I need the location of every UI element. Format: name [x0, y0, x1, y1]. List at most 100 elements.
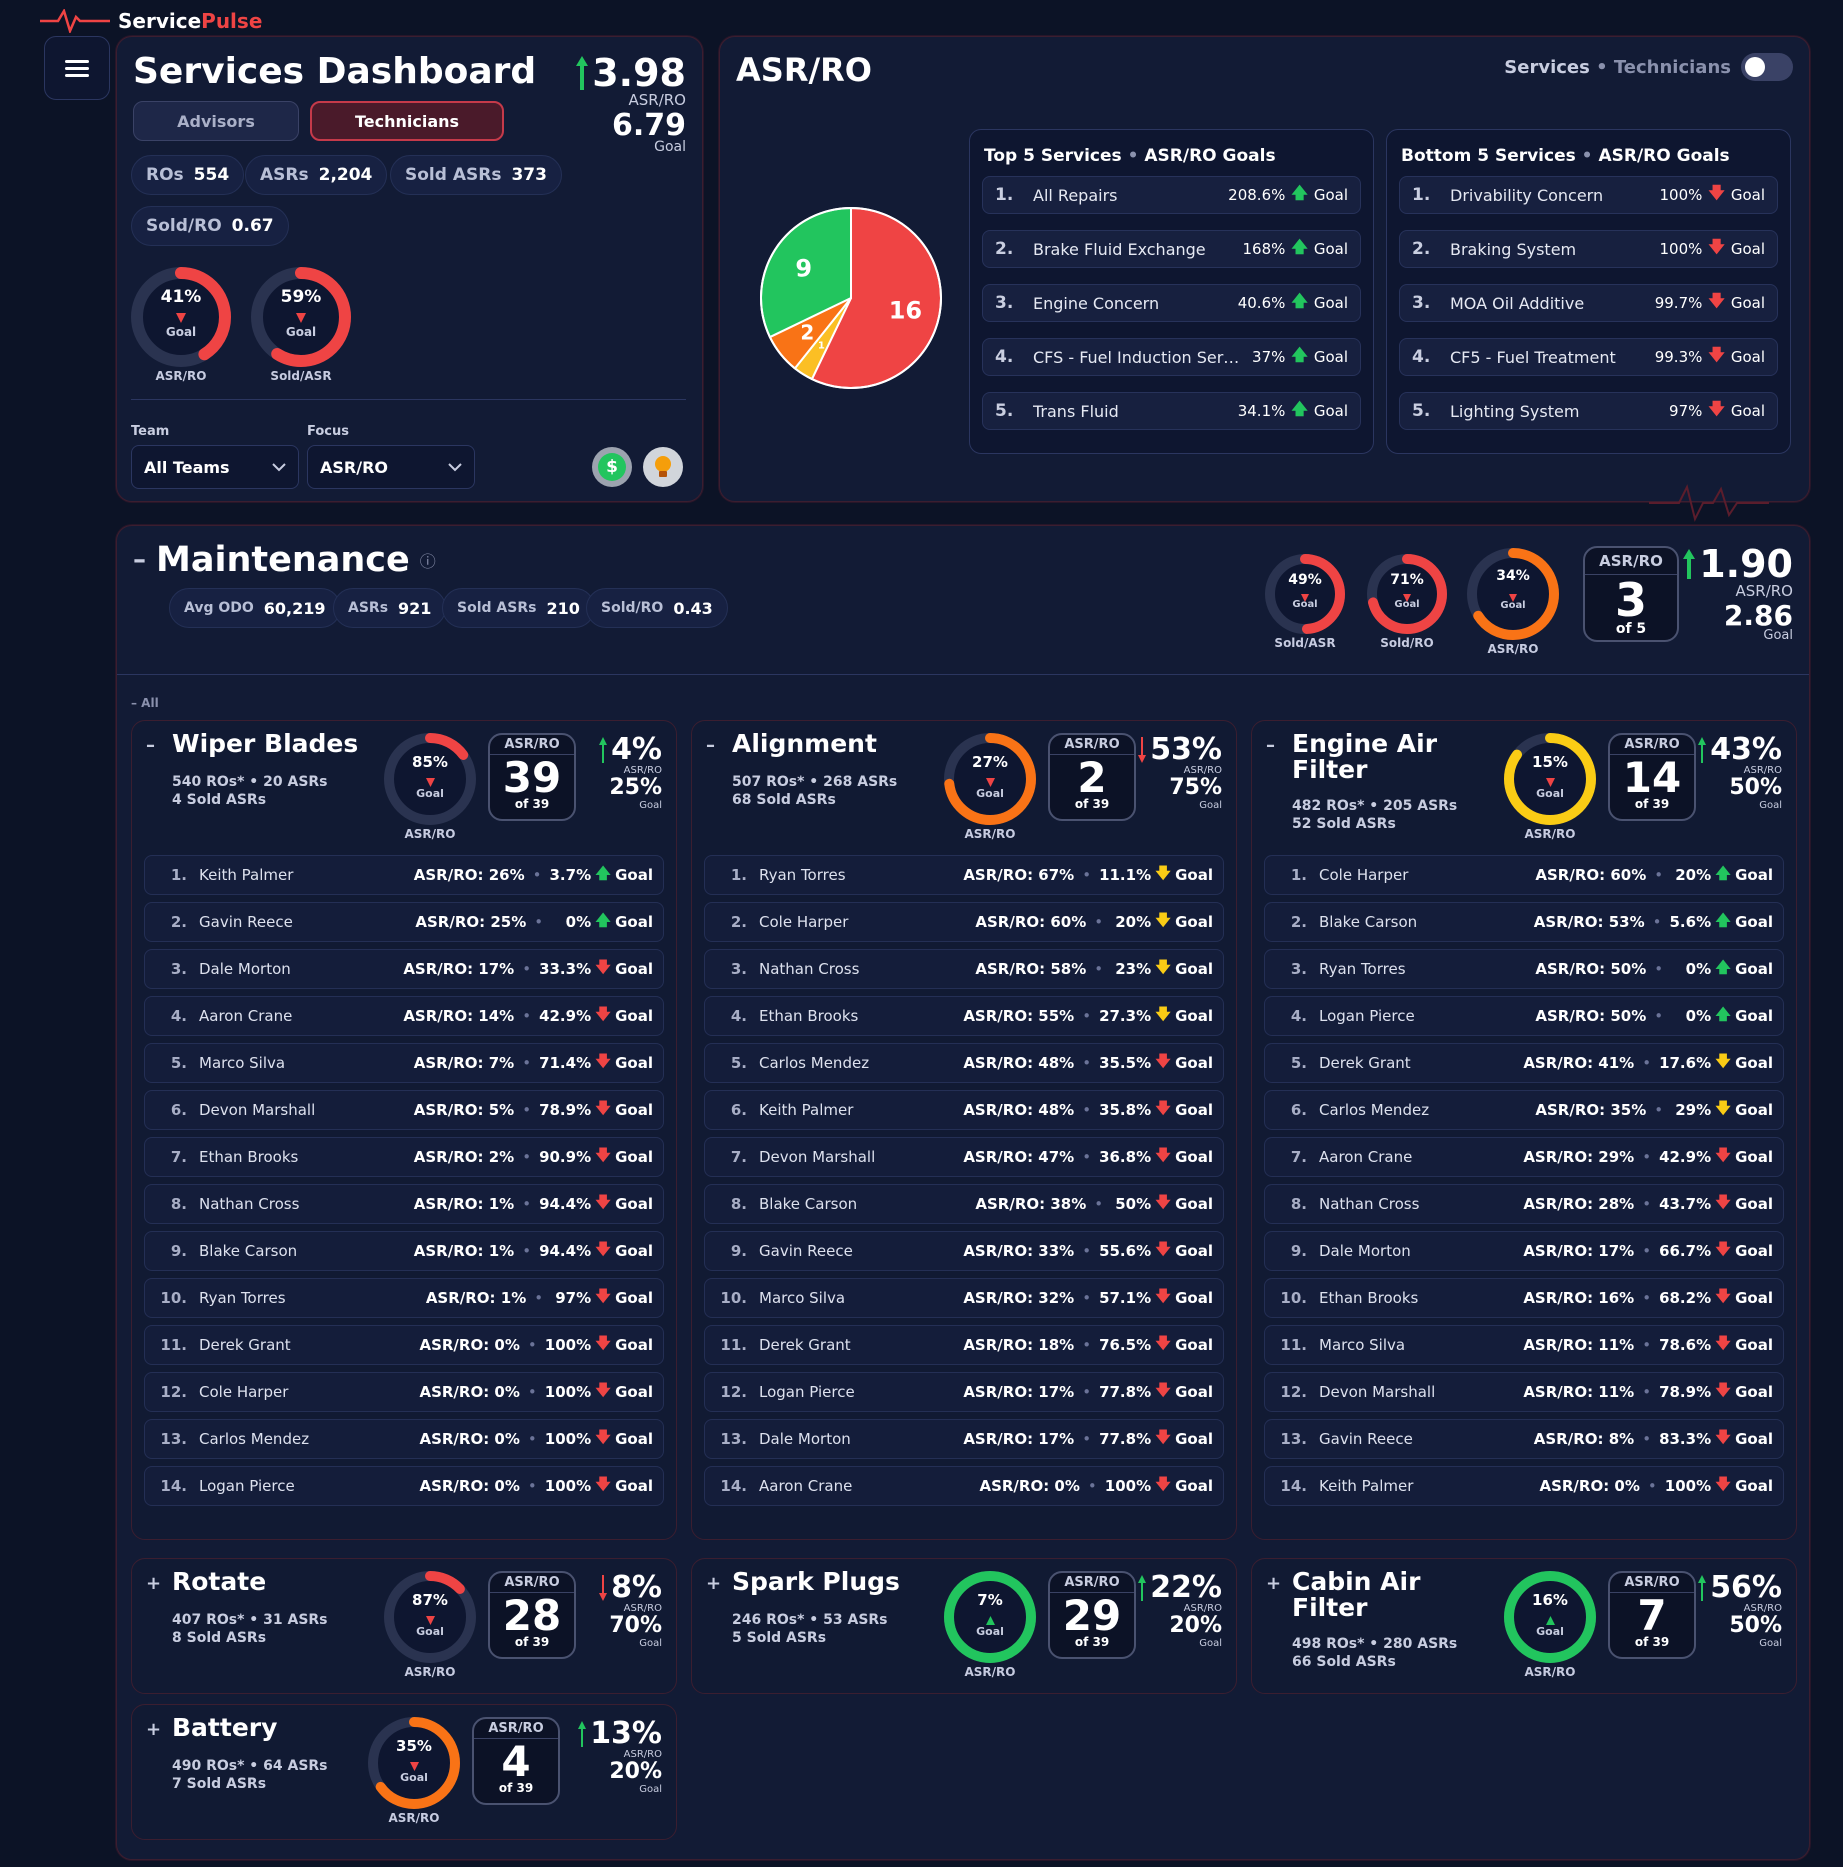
section-subtitle: 507 ROs* • 268 ASRs 68 Sold ASRs: [732, 774, 898, 808]
dollar-button[interactable]: $: [592, 447, 632, 487]
header-big-value: 3.98: [592, 51, 686, 95]
technician-row[interactable]: 1. Ryan Torres ASR/RO: 67% • 11.1% 🡇 Goa…: [704, 855, 1224, 895]
technician-row[interactable]: 3. Ryan Torres ASR/RO: 50% • 0% 🡅 Goal: [1264, 949, 1784, 989]
top5-row[interactable]: 4. CFS - Fuel Induction Ser… 37% 🡅 Goal: [982, 338, 1361, 376]
technician-row[interactable]: 7. Aaron Crane ASR/RO: 29% • 42.9% 🡇 Goa…: [1264, 1137, 1784, 1177]
section-rank-box: ASR/RO 28 of 39: [488, 1571, 576, 1659]
section-rank-box: ASR/RO 4 of 39: [472, 1717, 560, 1805]
technician-row[interactable]: 5. Carlos Mendez ASR/RO: 48% • 35.5% 🡇 G…: [704, 1043, 1224, 1083]
technician-row[interactable]: 12. Devon Marshall ASR/RO: 11% • 78.9% 🡇…: [1264, 1372, 1784, 1412]
technician-row[interactable]: 11. Derek Grant ASR/RO: 0% • 100% 🡇 Goal: [144, 1325, 664, 1365]
technician-row[interactable]: 11. Marco Silva ASR/RO: 11% • 78.6% 🡇 Go…: [1264, 1325, 1784, 1365]
technician-row[interactable]: 9. Gavin Reece ASR/RO: 33% • 55.6% 🡇 Goa…: [704, 1231, 1224, 1271]
technician-row[interactable]: 7. Devon Marshall ASR/RO: 47% • 36.8% 🡇 …: [704, 1137, 1224, 1177]
bottom5-row[interactable]: 4. CF5 - Fuel Treatment 99.3% 🡇 Goal: [1399, 338, 1778, 376]
technician-row[interactable]: 4. Aaron Crane ASR/RO: 14% • 42.9% 🡇 Goa…: [144, 996, 664, 1036]
bottom5-row[interactable]: 1. Drivability Concern 100% 🡇 Goal: [1399, 176, 1778, 214]
technician-row[interactable]: 5. Derek Grant ASR/RO: 41% • 17.6% 🡇 Goa…: [1264, 1043, 1784, 1083]
arrow-down-icon: 🡇: [595, 1098, 611, 1117]
technician-row[interactable]: 14. Logan Pierce ASR/RO: 0% • 100% 🡇 Goa…: [144, 1466, 664, 1506]
technician-row[interactable]: 4. Ethan Brooks ASR/RO: 55% • 27.3% 🡇 Go…: [704, 996, 1224, 1036]
tab-advisors[interactable]: Advisors: [133, 101, 299, 141]
menu-button[interactable]: [44, 36, 110, 100]
bottom5-row[interactable]: 2. Braking System 100% 🡇 Goal: [1399, 230, 1778, 268]
technician-row[interactable]: 13. Dale Morton ASR/RO: 17% • 77.8% 🡇 Go…: [704, 1419, 1224, 1459]
asr-title: ASR/RO: [736, 51, 872, 89]
technician-row[interactable]: 9. Blake Carson ASR/RO: 1% • 94.4% 🡇 Goa…: [144, 1231, 664, 1271]
section-title: Battery: [172, 1713, 278, 1742]
technician-row[interactable]: 2. Gavin Reece ASR/RO: 25% • 0% 🡅 Goal: [144, 902, 664, 942]
technician-row[interactable]: 14. Keith Palmer ASR/RO: 0% • 100% 🡇 Goa…: [1264, 1466, 1784, 1506]
section-title: Cabin Air Filter: [1292, 1567, 1421, 1622]
focus-select[interactable]: ASR/RO: [307, 445, 475, 489]
section-toggle[interactable]: +: [1266, 1573, 1282, 1594]
section-ring: 7% Goal ASR/RO: [944, 1571, 1036, 1679]
technician-row[interactable]: 6. Keith Palmer ASR/RO: 48% • 35.8% 🡇 Go…: [704, 1090, 1224, 1130]
bottom5-row[interactable]: 3. MOA Oil Additive 99.7% 🡇 Goal: [1399, 284, 1778, 322]
section-toggle[interactable]: –: [146, 735, 155, 756]
focus-select-value: ASR/RO: [320, 457, 388, 477]
view-toggle[interactable]: [1741, 53, 1793, 81]
technician-row[interactable]: 3. Nathan Cross ASR/RO: 58% • 23% 🡇 Goal: [704, 949, 1224, 989]
technician-row[interactable]: 12. Cole Harper ASR/RO: 0% • 100% 🡇 Goal: [144, 1372, 664, 1412]
technician-row[interactable]: 2. Cole Harper ASR/RO: 60% • 20% 🡇 Goal: [704, 902, 1224, 942]
section-subtitle: 407 ROs* • 31 ASRs 8 Sold ASRs: [172, 1612, 328, 1646]
technician-row[interactable]: 14. Aaron Crane ASR/RO: 0% • 100% 🡇 Goal: [704, 1466, 1224, 1506]
section-toggle[interactable]: –: [706, 735, 715, 756]
top5-row[interactable]: 3. Engine Concern 40.6% 🡅 Goal: [982, 284, 1361, 322]
section-toggle[interactable]: +: [146, 1573, 162, 1594]
section-toggle[interactable]: –: [1266, 735, 1275, 756]
goal-label: Goal: [615, 1195, 653, 1213]
goal-label: Goal: [1175, 1336, 1213, 1354]
technician-row[interactable]: 1. Cole Harper ASR/RO: 60% • 20% 🡅 Goal: [1264, 855, 1784, 895]
technician-row[interactable]: 12. Logan Pierce ASR/RO: 17% • 77.8% 🡇 G…: [704, 1372, 1224, 1412]
technician-row[interactable]: 13. Gavin Reece ASR/RO: 8% • 83.3% 🡇 Goa…: [1264, 1419, 1784, 1459]
technician-row[interactable]: 8. Blake Carson ASR/RO: 38% • 50% 🡇 Goal: [704, 1184, 1224, 1224]
arrow-down-icon: 🡇: [595, 1286, 611, 1305]
tab-technicians[interactable]: Technicians: [310, 101, 504, 141]
trend-up-icon: [576, 56, 589, 90]
technician-row[interactable]: 6. Devon Marshall ASR/RO: 5% • 78.9% 🡇 G…: [144, 1090, 664, 1130]
technician-row[interactable]: 8. Nathan Cross ASR/RO: 28% • 43.7% 🡇 Go…: [1264, 1184, 1784, 1224]
technician-row[interactable]: 6. Carlos Mendez ASR/RO: 35% • 29% 🡇 Goa…: [1264, 1090, 1784, 1130]
top5-row[interactable]: 5. Trans Fluid 34.1% 🡅 Goal: [982, 392, 1361, 430]
technician-row[interactable]: 9. Dale Morton ASR/RO: 17% • 66.7% 🡇 Goa…: [1264, 1231, 1784, 1271]
technician-row[interactable]: 3. Dale Morton ASR/RO: 17% • 33.3% 🡇 Goa…: [144, 949, 664, 989]
technician-row[interactable]: 11. Derek Grant ASR/RO: 18% • 76.5% 🡇 Go…: [704, 1325, 1224, 1365]
arrow-up-icon: 🡅: [1715, 957, 1731, 976]
technician-row[interactable]: 2. Blake Carson ASR/RO: 53% • 5.6% 🡅 Goa…: [1264, 902, 1784, 942]
team-label: Team: [131, 424, 170, 439]
lightbulb-button[interactable]: [643, 447, 683, 487]
collapse-toggle[interactable]: –: [133, 545, 146, 575]
top5-row[interactable]: 1. All Repairs 208.6% 🡅 Goal: [982, 176, 1361, 214]
technician-row[interactable]: 5. Marco Silva ASR/RO: 7% • 71.4% 🡇 Goal: [144, 1043, 664, 1083]
section-ring: 35% Goal ASR/RO: [368, 1717, 460, 1825]
brand-name-b: Pulse: [201, 9, 263, 33]
section-rank-box: ASR/RO 39 of 39: [488, 733, 576, 821]
technician-row[interactable]: 7. Ethan Brooks ASR/RO: 2% • 90.9% 🡇 Goa…: [144, 1137, 664, 1177]
goal-label: Goal: [1735, 866, 1773, 884]
info-icon[interactable]: ⓘ: [419, 552, 436, 571]
arrow-down-icon: 🡇: [1715, 1427, 1731, 1446]
technician-row[interactable]: 8. Nathan Cross ASR/RO: 1% • 94.4% 🡇 Goa…: [144, 1184, 664, 1224]
technician-row[interactable]: 4. Logan Pierce ASR/RO: 50% • 0% 🡅 Goal: [1264, 996, 1784, 1036]
arrow-down-icon: 🡇: [1155, 1474, 1171, 1493]
arrow-up-icon: 🡅: [1291, 290, 1308, 310]
technician-row[interactable]: 10. Ryan Torres ASR/RO: 1% • 97% 🡇 Goal: [144, 1278, 664, 1318]
section-title: Engine Air Filter: [1292, 729, 1438, 784]
maint-divider: [117, 674, 1809, 675]
arrow-up-icon: 🡅: [595, 863, 611, 882]
hamburger-icon: [65, 60, 89, 77]
technician-row[interactable]: 13. Carlos Mendez ASR/RO: 0% • 100% 🡇 Go…: [144, 1419, 664, 1459]
arrow-down-icon: 🡇: [1155, 1380, 1171, 1399]
top5-row[interactable]: 2. Brake Fluid Exchange 168% 🡅 Goal: [982, 230, 1361, 268]
team-select[interactable]: All Teams: [131, 445, 299, 489]
goal-label: Goal: [1735, 1289, 1773, 1307]
bottom5-row[interactable]: 5. Lighting System 97% 🡇 Goal: [1399, 392, 1778, 430]
arrow-up-icon: 🡅: [1715, 1004, 1731, 1023]
technician-row[interactable]: 10. Marco Silva ASR/RO: 32% • 57.1% 🡇 Go…: [704, 1278, 1224, 1318]
technician-row[interactable]: 10. Ethan Brooks ASR/RO: 16% • 68.2% 🡇 G…: [1264, 1278, 1784, 1318]
section-toggle[interactable]: +: [706, 1573, 722, 1594]
section-toggle[interactable]: +: [146, 1719, 162, 1740]
technician-row[interactable]: 1. Keith Palmer ASR/RO: 26% • 3.7% 🡅 Goa…: [144, 855, 664, 895]
